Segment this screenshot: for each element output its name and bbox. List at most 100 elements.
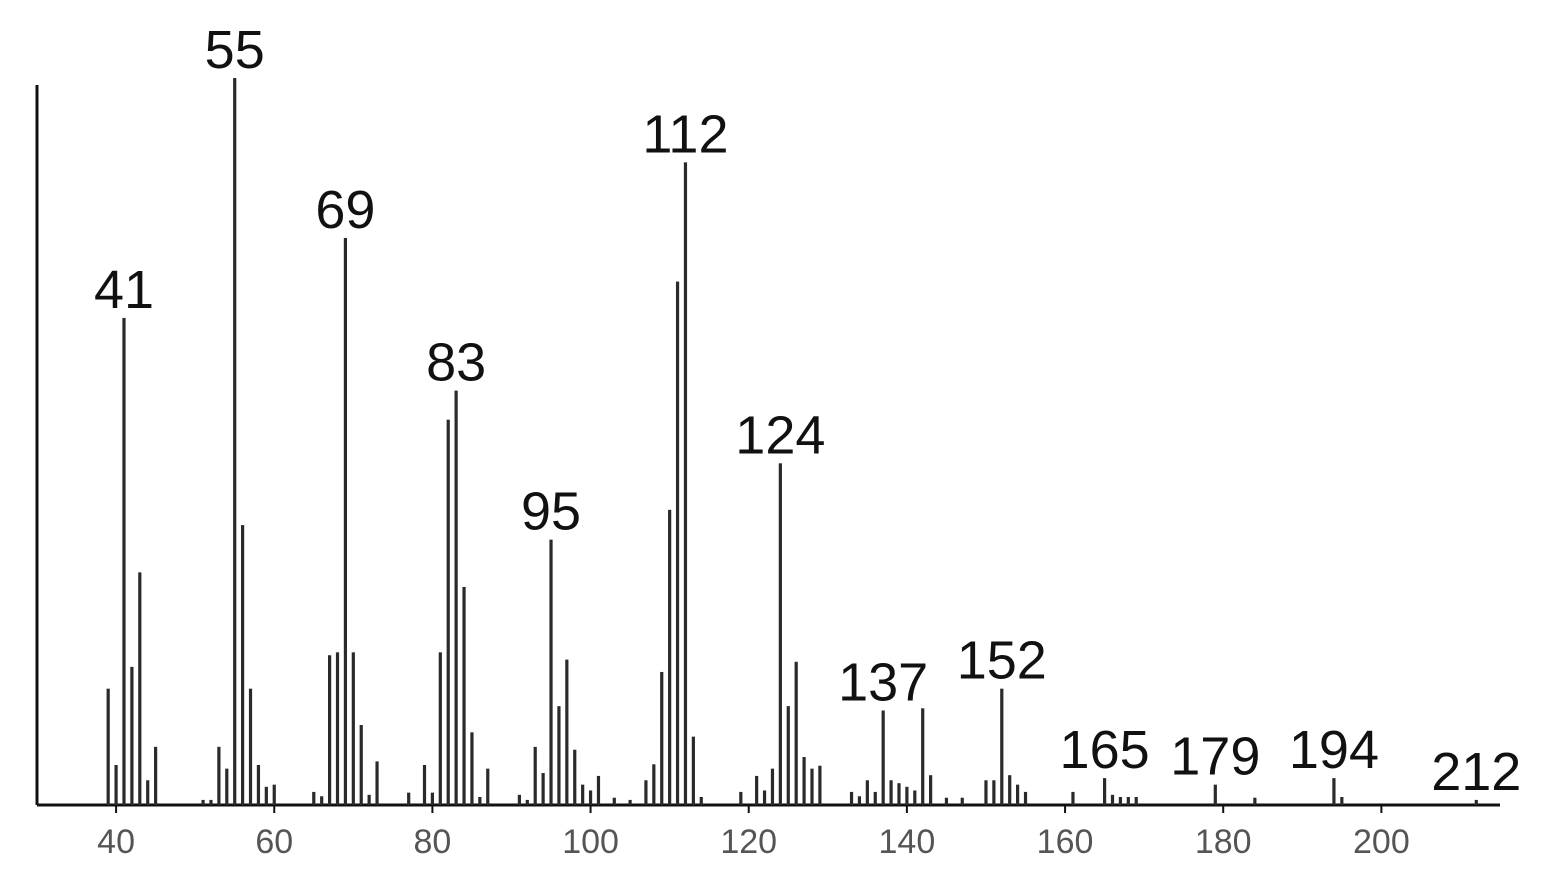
peak — [786, 706, 790, 805]
peak — [201, 799, 205, 805]
peak — [209, 799, 213, 805]
peak — [557, 706, 561, 805]
peak — [312, 791, 316, 805]
peak — [430, 792, 435, 805]
peak — [1213, 784, 1217, 805]
peak — [1134, 797, 1138, 805]
x-tick-label: 140 — [879, 823, 936, 861]
peak — [320, 796, 324, 805]
peak — [652, 764, 656, 805]
peak-label: 194 — [1289, 720, 1379, 780]
peak — [1126, 797, 1130, 805]
x-tick-label: 100 — [562, 823, 619, 861]
peak-label: 55 — [205, 20, 265, 80]
peak — [114, 765, 118, 805]
peak — [810, 768, 814, 805]
peak — [699, 797, 703, 805]
peak — [375, 761, 379, 805]
x-tick-label: 160 — [1037, 823, 1094, 861]
peak — [1102, 778, 1107, 805]
peak — [122, 317, 126, 805]
peak — [612, 797, 616, 805]
peak — [241, 525, 245, 805]
peak-label: 137 — [838, 652, 928, 712]
peak — [343, 237, 348, 805]
peak — [739, 791, 743, 805]
peak — [581, 784, 585, 805]
peak — [1253, 797, 1257, 805]
peak — [517, 794, 521, 805]
peak — [913, 790, 917, 805]
peak-label: 95 — [521, 482, 581, 542]
peak — [873, 791, 877, 805]
peak — [272, 784, 276, 805]
peak — [533, 746, 537, 805]
peak — [130, 666, 134, 805]
peak — [573, 749, 577, 805]
peak — [462, 586, 466, 805]
peak — [992, 780, 996, 805]
peak — [1000, 688, 1004, 805]
peak — [1071, 791, 1075, 805]
peak — [944, 797, 949, 805]
x-tick-label: 60 — [255, 823, 293, 861]
peak — [1474, 799, 1478, 805]
peak — [248, 688, 253, 805]
x-tick-label: 180 — [1195, 823, 1252, 861]
peak — [802, 757, 806, 805]
peak — [755, 775, 759, 805]
peak — [881, 710, 885, 805]
x-tick-label: 40 — [97, 823, 135, 861]
peak — [565, 659, 569, 805]
peak — [225, 768, 229, 805]
peak — [470, 732, 474, 805]
peak — [660, 671, 664, 805]
peak-label: 112 — [642, 104, 728, 164]
peak — [849, 791, 854, 805]
peak — [233, 78, 237, 805]
peak — [1016, 784, 1020, 805]
peak-label: 41 — [94, 260, 154, 320]
peak-label: 124 — [735, 405, 825, 465]
peak — [691, 736, 695, 805]
peak — [897, 783, 901, 805]
peak — [478, 797, 482, 805]
x-tick-label: 80 — [413, 823, 451, 861]
x-tick-label: 200 — [1353, 823, 1410, 861]
peak — [596, 775, 601, 805]
peak — [1340, 797, 1344, 805]
peak — [921, 708, 925, 805]
peak — [984, 780, 988, 805]
peak-label: 212 — [1431, 742, 1521, 802]
peak — [486, 768, 490, 805]
peak — [778, 463, 782, 805]
peak — [1118, 797, 1123, 805]
peak — [644, 780, 648, 805]
peak — [865, 780, 869, 805]
peak — [351, 652, 355, 805]
peak-label: 165 — [1060, 720, 1150, 780]
peak — [683, 162, 688, 805]
peak-label: 179 — [1170, 727, 1260, 787]
peak — [1110, 794, 1115, 805]
peak — [359, 725, 363, 805]
peak — [335, 652, 340, 805]
peak — [1332, 778, 1336, 805]
peak — [541, 773, 545, 805]
peak — [454, 390, 458, 805]
peak — [960, 797, 964, 805]
peak — [217, 746, 221, 805]
peak — [1008, 775, 1012, 805]
x-tick-label: 120 — [720, 823, 777, 861]
peak — [929, 775, 933, 805]
peak — [422, 765, 427, 805]
peak — [146, 780, 150, 805]
peak — [106, 688, 110, 805]
peak — [588, 790, 593, 805]
peak — [1023, 791, 1028, 805]
peak — [549, 539, 553, 805]
peak — [770, 768, 775, 805]
peak-label: 69 — [315, 180, 375, 240]
